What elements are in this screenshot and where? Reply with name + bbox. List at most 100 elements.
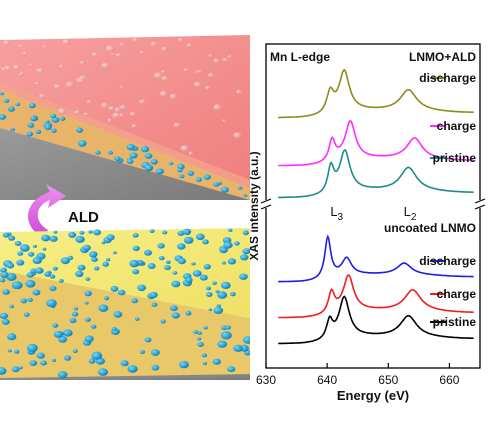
embedded-particle — [114, 156, 121, 162]
embedded-particle — [7, 349, 12, 353]
embedded-particle — [84, 317, 91, 322]
surface-particle — [215, 290, 220, 294]
embedded-particle — [45, 120, 50, 124]
embedded-particle — [131, 298, 138, 304]
surface-particle — [82, 244, 91, 251]
peak-label: L2 — [404, 204, 417, 223]
embedded-particle — [27, 343, 38, 353]
coated-particle — [183, 68, 189, 72]
embedded-particle — [185, 310, 192, 316]
embedded-particles-bottom — [0, 271, 253, 379]
coated-particle — [86, 99, 93, 104]
surface-particle — [44, 271, 51, 277]
embedded-particle — [151, 364, 160, 371]
surface-particle — [91, 257, 98, 262]
coated-particle — [60, 110, 65, 114]
coated-particle — [101, 62, 110, 69]
surface-particle — [132, 269, 140, 275]
surface-particle — [53, 230, 58, 234]
ald-arrow: ALD — [28, 184, 99, 238]
embedded-particle — [3, 98, 10, 103]
embedded-particle — [32, 289, 41, 296]
embedded-particle — [177, 163, 185, 170]
surface-particle — [75, 270, 84, 278]
embedded-particle — [11, 281, 23, 290]
embedded-particle — [0, 367, 7, 375]
surface-particles — [0, 228, 251, 314]
coated-particle — [115, 53, 122, 58]
embedded-particle — [220, 331, 232, 340]
coated-particle — [105, 45, 115, 52]
embedded-particle — [64, 355, 72, 361]
embedded-particle — [203, 174, 211, 180]
embedded-particle — [151, 349, 160, 356]
surface-particle — [89, 251, 98, 258]
surface-particle — [164, 265, 171, 271]
surface-particle — [165, 260, 171, 265]
coated-electrode-slab — [0, 35, 250, 200]
embedded-particle — [9, 304, 14, 309]
coated-particle — [180, 145, 189, 152]
surface-particle — [94, 266, 100, 271]
surface-particle — [129, 259, 140, 268]
embedded-particle — [14, 349, 20, 354]
embedded-particle — [71, 311, 79, 317]
coated-particle — [139, 99, 146, 105]
surface-particle — [110, 285, 119, 292]
embedded-particle — [140, 146, 150, 153]
embedded-particle — [40, 360, 47, 366]
embedded-particle — [51, 358, 57, 362]
surface-particle — [17, 251, 24, 256]
xas-chart-svg: Mn L-edge LNMO+ALD uncoated LNMO XAS int… — [247, 43, 486, 403]
surface-particle — [137, 284, 147, 292]
surface-particle — [77, 264, 86, 271]
embedded-particle — [197, 342, 204, 347]
surface-particle — [30, 268, 37, 274]
surface-particle — [242, 230, 249, 236]
coated-particle — [79, 60, 85, 65]
coated-particle — [188, 151, 194, 156]
embedded-particle — [46, 299, 57, 308]
coated-particle — [129, 112, 136, 117]
coated-particle — [111, 53, 115, 56]
axis-break-mark — [260, 198, 272, 204]
surface-particle — [26, 272, 34, 278]
coated-particle — [132, 37, 139, 43]
coated-particle — [4, 65, 12, 72]
surface-particle — [177, 258, 186, 265]
surface-particle — [79, 230, 85, 235]
legend-label: charge — [437, 119, 477, 133]
coated-particle — [208, 54, 213, 58]
embedded-particle — [29, 360, 38, 366]
embedded-particle — [23, 312, 30, 317]
embedded-particle — [44, 124, 52, 130]
embedded-particle — [76, 127, 83, 133]
surface-particle — [223, 241, 233, 249]
surface-particle — [117, 289, 126, 296]
peak-label: L3 — [330, 204, 343, 223]
surface-particle — [144, 249, 152, 256]
coated-particle — [213, 58, 220, 63]
coated-particle — [34, 81, 40, 86]
embedded-particle — [0, 312, 9, 319]
surface-particle — [75, 235, 85, 243]
embedded-particle — [90, 324, 97, 329]
x-tick-label: 660 — [439, 373, 459, 387]
x-axis-label: Energy (eV) — [337, 388, 409, 403]
embedded-particle — [187, 170, 195, 176]
coated-particle — [140, 50, 145, 54]
axis-break-mark — [260, 204, 272, 210]
surface-particle — [14, 241, 22, 246]
coated-particle — [159, 90, 168, 97]
surface-particle — [149, 291, 158, 298]
embedded-particle — [7, 333, 17, 341]
embedded-particle — [135, 317, 140, 321]
embedded-particle — [144, 153, 153, 159]
embedded-particle — [111, 327, 117, 331]
embedded-particle — [150, 159, 158, 165]
embedded-particle — [220, 186, 229, 193]
peak-labels: L3 L2 — [330, 204, 417, 223]
embedded-particle — [1, 318, 10, 325]
surface-particle — [32, 257, 42, 264]
coated-particle — [3, 40, 11, 46]
